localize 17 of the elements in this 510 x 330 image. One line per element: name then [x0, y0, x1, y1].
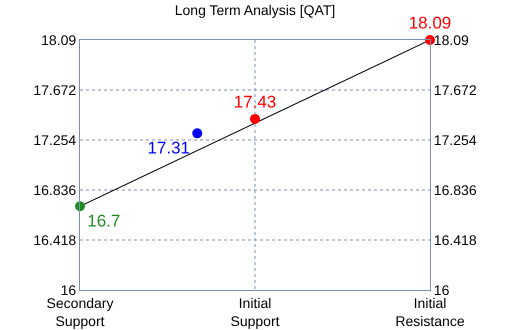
y2-tick-label: 18.09: [434, 32, 470, 48]
data-label: 17.43: [234, 92, 276, 112]
data-label: 16.7: [87, 211, 120, 230]
y2-tick-label: 16.836: [434, 182, 477, 198]
y2-tick-label: 17.254: [434, 132, 477, 148]
data-label: 18.09: [408, 14, 452, 32]
chart-title: Long Term Analysis [QAT]: [174, 2, 336, 18]
x-tick-label: Initial Support: [230, 294, 280, 329]
point: [250, 114, 260, 124]
y-tick-label: 16.418: [33, 232, 76, 248]
y-tick-label: 18.09: [41, 32, 76, 48]
y-tick-label: 17.672: [33, 82, 76, 98]
y-tick-label: 16.836: [33, 182, 76, 198]
y-tick-label: 17.254: [33, 132, 76, 148]
y2-tick-label: 16.418: [434, 232, 477, 248]
data-label: 17.31: [147, 138, 190, 158]
y2-tick-label: 17.672: [434, 82, 477, 98]
